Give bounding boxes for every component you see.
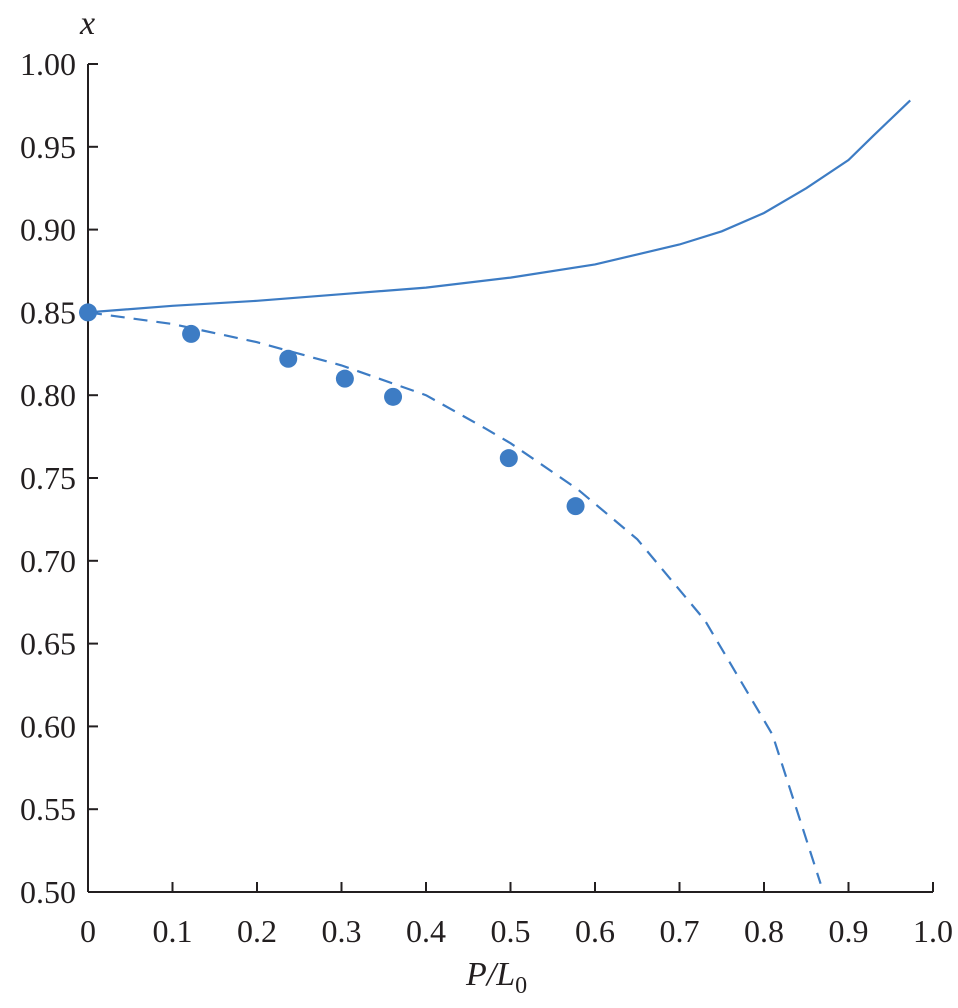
y-tick-label: 0.85 [20,294,76,330]
x-tick-label: 0.6 [575,913,615,949]
y-tick-label: 0.50 [20,874,76,910]
data-point [566,497,585,516]
y-axis-label: x [79,5,95,42]
dashed-curve [87,311,822,885]
x-tick-label: 0.8 [744,913,784,949]
data-point [384,387,403,406]
x-tick-label: 0.7 [660,913,700,949]
x-tick-label: 0.1 [153,913,193,949]
x-axis-label: P/L0 [465,956,527,999]
x-tick-label: 0.5 [491,913,531,949]
x-tick-label: 1.0 [913,913,953,949]
data-point [79,303,97,322]
y-tick-label: 0.55 [20,791,76,827]
x-axis-label-subscript: 0 [515,973,527,999]
y-tick-label: 0.70 [20,543,76,579]
y-tick-label: 0.90 [20,212,76,248]
data-point [279,349,298,368]
y-tick-label: 0.65 [20,626,76,662]
x-tick-label: 0.9 [829,913,869,949]
data-point [499,449,518,468]
data-point [335,369,354,388]
data-point [182,324,201,343]
x-tick-label: 0.2 [237,913,277,949]
x-tick-label: 0.4 [406,913,446,949]
y-tick-label: 1.00 [20,46,76,82]
solid-curve [87,99,911,314]
y-tick-label: 0.95 [20,129,76,165]
x-tick-label: 0.3 [322,913,362,949]
x-tick-label: 0 [80,913,96,949]
plot-area [79,99,911,885]
y-tick-label: 0.60 [20,708,76,744]
y-tick-label: 0.80 [20,377,76,413]
y-tick-label: 0.75 [20,460,76,496]
axes: 0 0.1 0.2 0.3 0.4 0.5 0.6 0.7 0.8 0.9 1.0 0.50 0.55 0… [20,46,953,949]
